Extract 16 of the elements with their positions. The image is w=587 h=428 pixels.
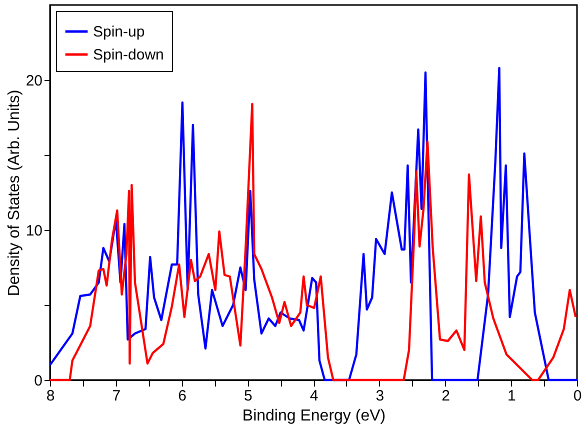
x-tick-label: 7 (112, 388, 121, 404)
x-tick-label: 0 (573, 388, 582, 404)
x-tick-label: 1 (507, 388, 516, 404)
y-tick-label: 10 (26, 222, 42, 240)
x-tick-label: 8 (46, 388, 55, 404)
x-axis-title: Binding Energy (eV) (242, 408, 386, 424)
y-axis-title: Density of States (Arb. Units) (6, 90, 23, 296)
x-tick-label: 4 (310, 388, 318, 404)
legend-label: Spin-down (93, 46, 164, 64)
legend-label: Spin-up (93, 24, 145, 40)
y-tick-label: 0 (34, 372, 42, 390)
x-tick-label: 3 (376, 388, 384, 404)
y-tick-label: 20 (26, 72, 42, 90)
x-tick-label: 2 (442, 388, 450, 404)
x-tick-label: 6 (178, 388, 186, 404)
x-tick-label: 5 (244, 388, 252, 404)
